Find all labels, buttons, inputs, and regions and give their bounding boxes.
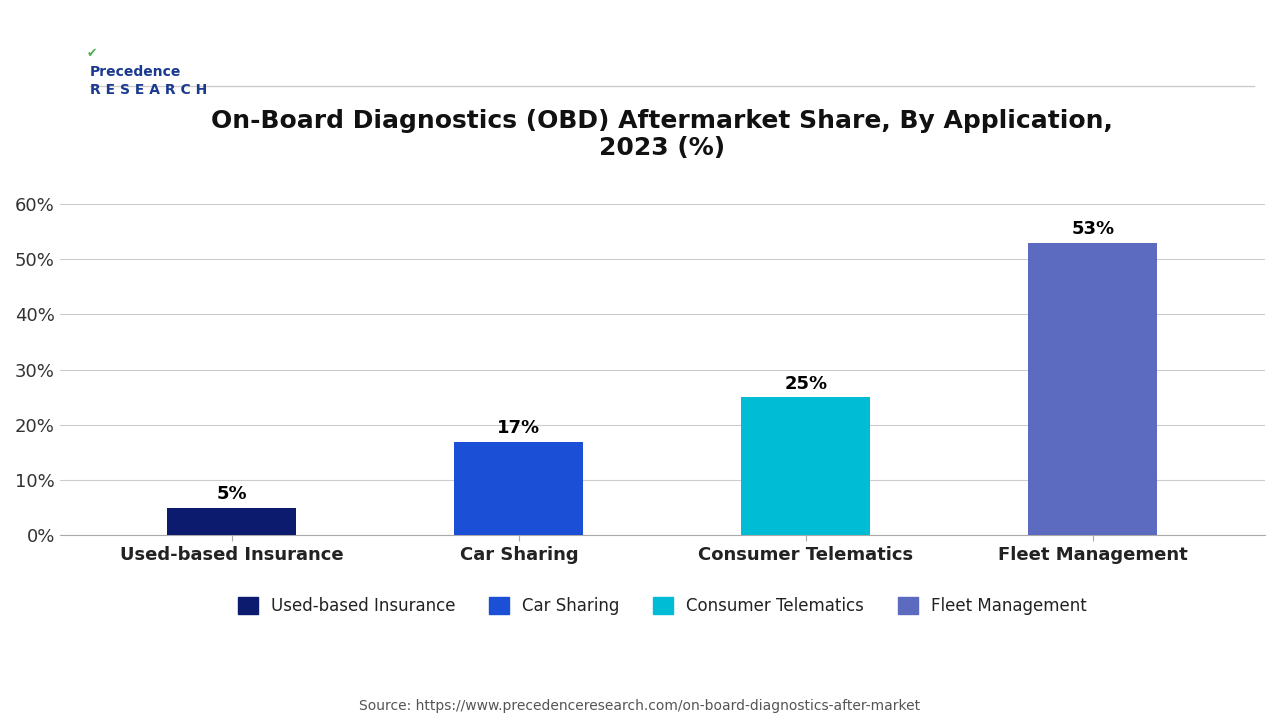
Text: ✔: ✔	[87, 47, 97, 60]
Legend: Used-based Insurance, Car Sharing, Consumer Telematics, Fleet Management: Used-based Insurance, Car Sharing, Consu…	[232, 590, 1093, 622]
Text: 53%: 53%	[1071, 220, 1115, 238]
Text: 5%: 5%	[216, 485, 247, 503]
Text: 17%: 17%	[498, 419, 540, 437]
Title: On-Board Diagnostics (OBD) Aftermarket Share, By Application,
2023 (%): On-Board Diagnostics (OBD) Aftermarket S…	[211, 109, 1114, 161]
Text: 25%: 25%	[785, 375, 827, 393]
Bar	[168, 508, 297, 536]
Bar	[741, 397, 870, 536]
Text: Precedence
R E S E A R C H: Precedence R E S E A R C H	[90, 65, 207, 97]
Bar	[1028, 243, 1157, 536]
Bar	[454, 441, 584, 536]
Text: Source: https://www.precedenceresearch.com/on-board-diagnostics-after-market: Source: https://www.precedenceresearch.c…	[360, 699, 920, 713]
